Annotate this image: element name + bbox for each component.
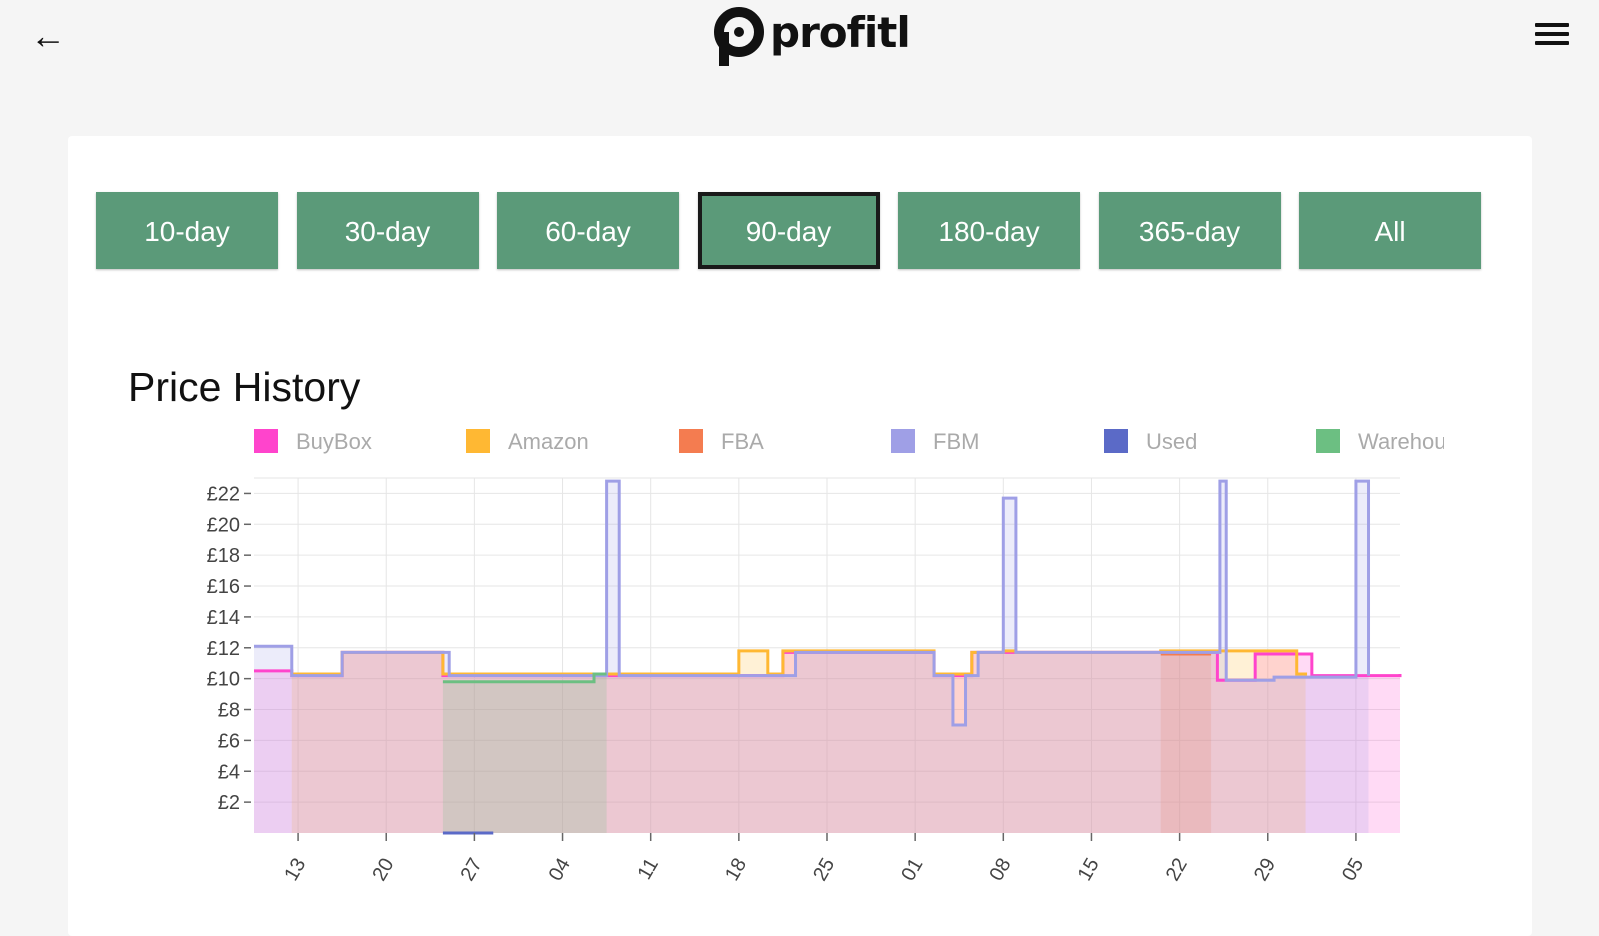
- x-tick-label: 15: [1074, 855, 1104, 885]
- series-line-fbm: [254, 479, 1371, 727]
- legend-swatch-amazon[interactable]: [466, 429, 490, 453]
- hamburger-menu-icon[interactable]: [1532, 18, 1572, 54]
- legend-label-fba[interactable]: FBA: [721, 429, 764, 454]
- x-tick-label: 11: [634, 855, 663, 884]
- x-tick-label: 20: [368, 855, 398, 885]
- y-tick-label: £12: [207, 638, 240, 660]
- range-button-30-day[interactable]: 30-day: [296, 192, 479, 269]
- x-tick-label: 08: [985, 855, 1015, 885]
- series-area-fba: [1160, 653, 1212, 833]
- legend-label-buybox[interactable]: BuyBox: [296, 429, 372, 454]
- range-selector: 10-day 30-day 60-day 90-day 180-day 365-day Al…: [96, 192, 1506, 272]
- y-tick-label: £20: [207, 514, 240, 536]
- legend-swatch-fbm[interactable]: [891, 429, 915, 453]
- series-area-amazon: [291, 650, 1306, 833]
- y-tick-label: £8: [218, 700, 240, 722]
- chart-title: Price History: [128, 364, 361, 410]
- x-tick-label: 29: [1250, 855, 1280, 885]
- legend-label-warehouse[interactable]: Warehouse: [1358, 429, 1470, 454]
- x-tick-label: 22: [1162, 855, 1192, 885]
- brand-logo[interactable]: profitl: [712, 4, 911, 68]
- x-tick-label: 18: [721, 855, 751, 885]
- y-tick-label: £16: [207, 576, 240, 598]
- y-tick-label: £10: [207, 669, 240, 691]
- y-tick-label: £22: [207, 483, 240, 505]
- range-button-60-day[interactable]: 60-day: [497, 192, 679, 269]
- y-tick-label: £2: [218, 792, 240, 814]
- series-area-warehouse: [442, 674, 607, 833]
- x-tick-label: 13: [280, 855, 310, 885]
- range-button-all[interactable]: All: [1299, 192, 1481, 269]
- x-tick-label: 25: [809, 855, 839, 885]
- legend-swatch-buybox[interactable]: [254, 429, 278, 453]
- y-tick-label: £18: [207, 545, 240, 567]
- price-history-chart: £2 £4 £6 £8 £10 £12 £14 £16 £18 £20 £22 13 20 27 04 11 1…: [207, 429, 1470, 885]
- series-area-fbm: [254, 481, 1369, 833]
- chart-legend: BuyBox Amazon FBA FBM Used Warehouse: [254, 429, 1470, 454]
- y-tick-label: £14: [207, 607, 240, 629]
- x-tick-label: 27: [457, 855, 487, 885]
- brand-name: profitl: [770, 7, 911, 57]
- legend-label-fbm[interactable]: FBM: [933, 429, 979, 454]
- legend-label-used[interactable]: Used: [1146, 429, 1197, 454]
- profitl-logo-mark-icon: [714, 7, 764, 66]
- x-tick-label: 01: [897, 855, 927, 885]
- legend-swatch-used[interactable]: [1104, 429, 1128, 453]
- y-tick-label: £4: [218, 761, 240, 783]
- legend-swatch-fba[interactable]: [679, 429, 703, 453]
- range-button-90-day[interactable]: 90-day: [697, 192, 880, 269]
- y-tick-label: £6: [218, 730, 240, 752]
- back-arrow-icon[interactable]: ←: [30, 15, 66, 56]
- top-bar: ← profitl: [0, 0, 1599, 100]
- price-history-card: 10-day 30-day 60-day 90-day 180-day 365-day Al…: [68, 136, 1532, 936]
- series-area-buybox: [254, 652, 1400, 833]
- x-tick-label: 05: [1338, 855, 1368, 885]
- series-line-warehouse: [442, 672, 607, 684]
- range-button-10-day[interactable]: 10-day: [96, 192, 278, 269]
- x-tick-label: 04: [545, 855, 575, 885]
- legend-swatch-warehouse[interactable]: [1316, 429, 1340, 453]
- range-button-365-day[interactable]: 365-day: [1098, 192, 1281, 269]
- range-button-180-day[interactable]: 180-day: [898, 192, 1080, 269]
- legend-label-amazon[interactable]: Amazon: [508, 429, 589, 454]
